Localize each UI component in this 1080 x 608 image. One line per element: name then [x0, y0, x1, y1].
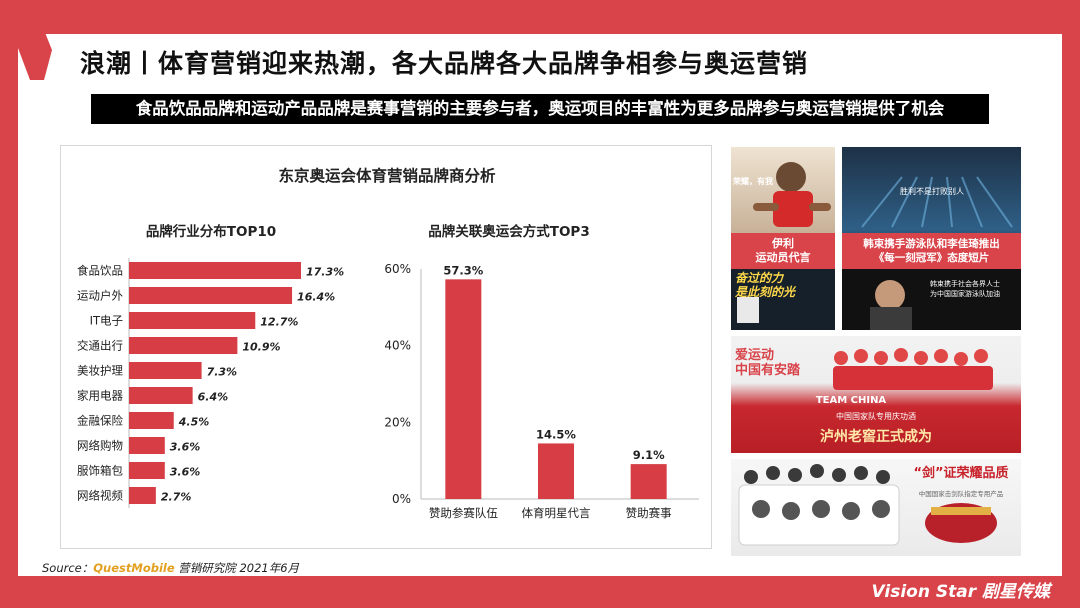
- vbar-bar: [630, 464, 667, 499]
- hbar-value-label: 4.5%: [178, 416, 210, 429]
- hbar-category-label: 家用电器: [77, 389, 123, 403]
- hbar-bar: [129, 287, 293, 304]
- vbar-y-tick: 60%: [384, 262, 411, 276]
- chart-svg: 东京奥运会体育营销品牌商分析 品牌行业分布TOP10 品牌关联奥运会方式TOP3…: [77, 166, 699, 520]
- vertical-bar-chart: 0% 20% 40% 60% 57.3% 赞助参赛队伍 14.5% 体育明星代言 9.1% 赞助赛…: [384, 262, 699, 520]
- luzhou-banner: 泸州老窖正式成为: [820, 429, 932, 445]
- hbar-bar: [129, 462, 165, 479]
- vbar-value-label: 14.5%: [536, 427, 576, 441]
- hbar-category-label: IT电子: [90, 314, 123, 328]
- hbar-category-label: 网络视频: [77, 489, 123, 503]
- hbar-value-label: 16.4%: [297, 291, 335, 304]
- hbar-bar: [129, 412, 174, 429]
- yili-overlay: 荣耀，有我: [733, 177, 773, 186]
- page-title: 浪潮丨体育营销迎来热潮，各大品牌各大品牌争相参与奥运营销: [80, 49, 809, 78]
- vbar-y-tick: 20%: [384, 415, 411, 429]
- source-brand: QuestMobile: [93, 561, 175, 575]
- hbar-value-label: 7.3%: [207, 366, 238, 379]
- hbar-value-label: 3.6%: [170, 441, 201, 454]
- yili-poster-text: 奋过的力 是此刻的光: [735, 271, 796, 299]
- hbar-bar: [129, 387, 193, 404]
- hbar-category-label: 美妆护理: [77, 364, 123, 378]
- source-suffix: 营销研究院 2021年6月: [174, 561, 300, 575]
- vbar-value-label: 9.1%: [633, 448, 665, 462]
- subtitle-banner: 食品饮品品牌和运动产品品牌是赛事营销的主要参与者，奥运项目的丰富性为更多品牌参与…: [91, 94, 989, 124]
- fencing-sub: 中国国家击剑队指定专用产品: [918, 490, 1004, 498]
- source-prefix: Source：: [42, 561, 94, 575]
- hbar-category-label: 网络购物: [77, 439, 123, 453]
- yili-caption: 伊利 运动员代言: [731, 233, 835, 269]
- horizontal-bar-chart: 食品饮品 17.3% 运动户外 16.4% IT电子 12.7% 交通出行 10.9% 美妆护理…: [77, 258, 344, 508]
- hbar-bar: [129, 437, 165, 454]
- fencing-team-icon: [738, 464, 997, 546]
- photo-yili: 荣耀，有我 伊利 运动员代言 奋过的力 是此刻的光: [731, 147, 835, 330]
- hbar-category-label: 金融保险: [77, 414, 123, 428]
- hbar-value-label: 2.7%: [161, 491, 192, 504]
- fencing-caption: “剑”证荣耀品质: [913, 466, 1009, 481]
- vbar-bar: [445, 279, 482, 499]
- source-note: Source：QuestMobile 营销研究院 2021年6月: [42, 560, 299, 576]
- hbar-value-label: 12.7%: [260, 316, 298, 329]
- left-chart-title: 品牌行业分布TOP10: [146, 223, 276, 240]
- hbar-bar: [129, 312, 256, 329]
- luzhou-sub: 中国国家队专用庆功酒: [836, 412, 916, 421]
- vbar-y-tick: 0%: [392, 492, 411, 506]
- hbar-bar: [129, 337, 238, 354]
- brand-logo: Vision Star 剧星传媒: [871, 582, 1050, 602]
- photo-fencing: “剑”证荣耀品质 中国国家击剑队指定专用产品: [731, 459, 1021, 556]
- vbar-category-label: 赞助赛事: [626, 506, 672, 520]
- team-photo-icon: [833, 348, 993, 390]
- hbar-value-label: 10.9%: [242, 341, 280, 354]
- hbar-bar: [129, 362, 202, 379]
- vbar-bar: [538, 443, 574, 499]
- kans-poster-text: 韩束携手社会各界人士 为中国国家游泳队加油: [930, 280, 1000, 298]
- right-chart-title: 品牌关联奥运会方式TOP3: [428, 223, 589, 240]
- vbar-category-label: 体育明星代言: [522, 506, 591, 520]
- hbar-value-label: 17.3%: [306, 266, 344, 279]
- hbar-category-label: 交通出行: [77, 339, 123, 353]
- vbar-value-label: 57.3%: [443, 263, 483, 277]
- hbar-bar: [129, 487, 156, 504]
- kans-caption: 韩束携手游泳队和李佳琦推出 《每一刻冠军》态度短片: [842, 233, 1021, 269]
- luzhou-team-china: TEAM CHINA: [815, 395, 887, 406]
- photo-anta-luzhou: 爱运动 中国有安踏 TEAM CHINA 中国国家队专用庆功酒 泸州老窖正式成为: [731, 336, 1021, 453]
- v-logo-icon: [0, 0, 52, 80]
- athlete-illustration-icon: [731, 162, 835, 330]
- chart-panel-title: 东京奥运会体育营销品牌商分析: [278, 166, 496, 185]
- kans-overlay: 胜利不是打败别人: [900, 187, 964, 196]
- swimming-pool-icon: [842, 176, 1021, 330]
- vbar-y-tick: 40%: [384, 339, 411, 353]
- hbar-value-label: 6.4%: [198, 391, 229, 404]
- vbar-category-label: 赞助参赛队伍: [429, 506, 498, 520]
- hbar-category-label: 服饰箱包: [77, 464, 123, 478]
- subtitle-text: 食品饮品品牌和运动产品品牌是赛事营销的主要参与者，奥运项目的丰富性为更多品牌参与…: [135, 99, 945, 118]
- hbar-category-label: 运动户外: [77, 289, 123, 303]
- hbar-category-label: 食品饮品: [77, 264, 123, 278]
- anta-overlay: 爱运动 中国有安踏: [735, 348, 801, 378]
- photo-kans: 胜利不是打败别人 韩束携手游泳队和李佳琦推出 《每一刻冠军》态度短片 韩束携手社…: [842, 147, 1021, 330]
- hbar-bar: [129, 262, 301, 279]
- hbar-value-label: 3.6%: [170, 466, 201, 479]
- chart-panel: 东京奥运会体育营销品牌商分析 品牌行业分布TOP10 品牌关联奥运会方式TOP3…: [60, 145, 712, 549]
